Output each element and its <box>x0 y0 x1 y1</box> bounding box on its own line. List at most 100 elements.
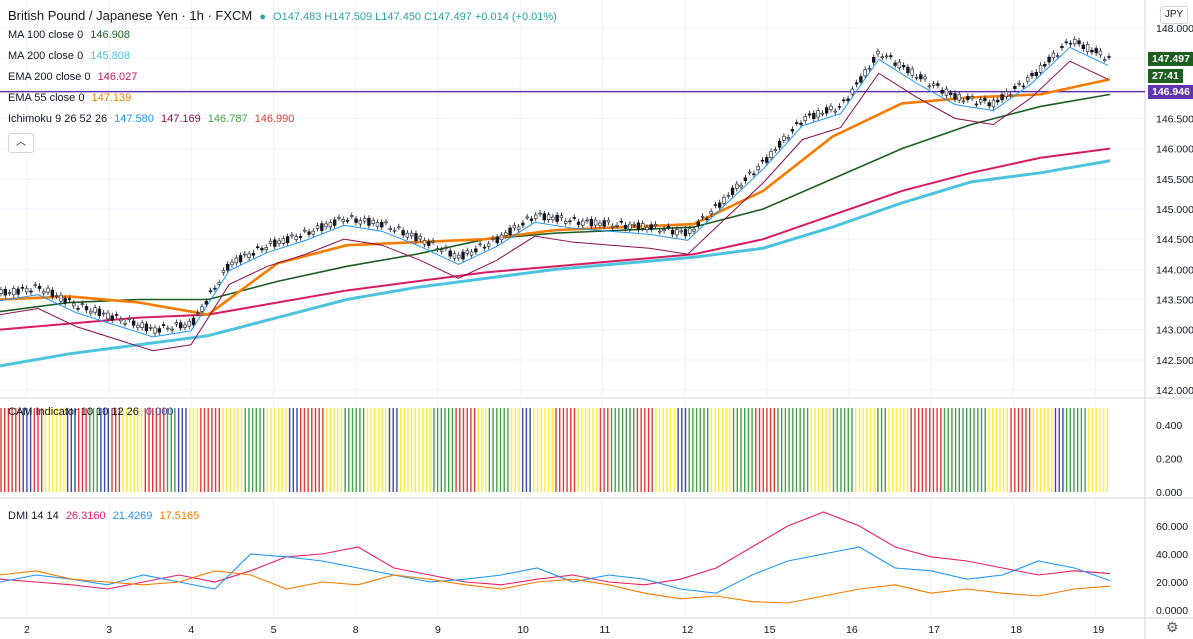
legend-ichimoku[interactable]: Ichimoku 9 26 52 26 147.580 147.169 146.… <box>8 113 298 125</box>
candle-body <box>371 220 375 224</box>
candle-body <box>987 102 991 107</box>
legend-dmi[interactable]: DMI 14 14 26.3160 21.4269 17.5165 <box>8 510 203 522</box>
candle-body <box>683 228 688 237</box>
y-tick-label: 142.500 <box>1156 355 1193 367</box>
candle-body <box>854 82 859 85</box>
y-tick-label: 146.500 <box>1156 114 1193 126</box>
candle-body <box>294 236 298 240</box>
legend-ema55[interactable]: EMA 55 close 0 147.139 <box>8 92 135 104</box>
candle-body <box>486 243 491 247</box>
legend-ichimoku-v1: 147.580 <box>114 113 154 125</box>
candle-body <box>101 312 106 315</box>
candle-body <box>653 223 658 226</box>
candle-body <box>208 290 213 292</box>
candle-body <box>824 107 829 114</box>
candle-body <box>752 173 756 176</box>
legend-ma200-value: 145.808 <box>90 50 131 62</box>
candle-body <box>585 219 589 222</box>
legend-ichimoku-v3: 146.787 <box>207 113 248 125</box>
candle-body <box>1064 41 1068 44</box>
candle-body <box>551 216 555 221</box>
candle-body <box>692 228 696 232</box>
candle-body <box>20 286 25 289</box>
x-tick-label: 10 <box>517 624 529 636</box>
candle-body <box>345 219 350 222</box>
y-tick-label: 0.400 <box>1156 420 1182 432</box>
candle-body <box>576 221 581 225</box>
candle-body <box>508 227 512 235</box>
candle-body <box>54 295 59 297</box>
legend-ma200[interactable]: MA 200 close 0 145.808 <box>8 50 134 62</box>
candle-body <box>251 252 256 256</box>
candle-body <box>474 248 478 253</box>
candle-body <box>1017 82 1021 85</box>
candle-body <box>803 116 807 121</box>
y-tick-label: 20.000 <box>1156 577 1188 589</box>
candle-body <box>80 303 84 305</box>
candle-body <box>670 229 675 235</box>
candle-body <box>260 248 264 251</box>
legend-ichimoku-v2: 147.169 <box>160 113 201 125</box>
candle-body <box>769 151 773 158</box>
legend-ema55-label: EMA 55 close 0 <box>8 92 85 104</box>
candle-body <box>538 212 542 215</box>
candle-body <box>354 218 358 223</box>
candle-body <box>97 308 102 316</box>
legend-cam[interactable]: CAM Indicator 10 10 12 26 0.000 <box>8 406 177 418</box>
candle-body <box>623 224 628 229</box>
y-tick-label: 145.500 <box>1156 174 1193 186</box>
candle-body <box>666 226 671 228</box>
legend-ema200[interactable]: EMA 200 close 0 146.027 <box>8 71 141 83</box>
candle-body <box>465 250 470 254</box>
candle-body <box>705 218 709 221</box>
candle-body <box>499 234 504 241</box>
y-tick-label: 146.000 <box>1156 144 1193 156</box>
candle-body <box>1090 49 1094 53</box>
candle-body <box>957 93 961 101</box>
candle-body <box>491 238 495 240</box>
candle-body <box>589 219 594 227</box>
candle-body <box>996 99 1000 103</box>
candle-body <box>974 103 979 106</box>
candle-body <box>1055 55 1060 57</box>
candle-body <box>1043 63 1047 67</box>
candle-body <box>311 230 315 235</box>
candle-body <box>1030 72 1034 77</box>
x-tick-label: 18 <box>1010 624 1022 636</box>
candle-body <box>362 218 367 222</box>
candle-body <box>268 240 273 244</box>
x-tick-label: 8 <box>353 624 359 636</box>
candle-body <box>328 222 333 228</box>
candle-body <box>380 221 384 228</box>
candle-body <box>89 310 93 314</box>
candle-body <box>281 238 286 244</box>
candle-body <box>795 122 799 124</box>
candle-body <box>807 113 812 116</box>
candle-body <box>534 214 538 219</box>
candle-body <box>636 222 641 230</box>
currency-button[interactable]: JPY <box>1160 6 1188 24</box>
candle-body <box>889 55 893 58</box>
candle-body <box>67 298 72 300</box>
candle-body <box>765 157 769 163</box>
candle-body <box>850 88 855 95</box>
candle-body <box>243 253 247 256</box>
candle-body <box>63 298 67 304</box>
x-tick-label: 5 <box>271 624 277 636</box>
y-tick-label: 142.000 <box>1156 385 1193 397</box>
candle-body <box>555 214 559 222</box>
collapse-legend-button[interactable]: ︿ <box>8 133 34 153</box>
candle-body <box>696 221 701 227</box>
legend-ma100[interactable]: MA 100 close 0 146.908 <box>8 29 134 41</box>
candle-body <box>127 318 132 320</box>
status-dot-icon: ● <box>259 11 266 23</box>
gear-icon[interactable]: ⚙ <box>1166 619 1179 635</box>
candle-body <box>722 197 726 204</box>
candle-body <box>773 149 778 151</box>
candle-body <box>760 159 765 162</box>
x-tick-label: 3 <box>106 624 112 636</box>
y-tick-label: 143.500 <box>1156 295 1193 307</box>
candle-body <box>16 288 20 295</box>
y-tick-label: 148.000 <box>1156 23 1193 35</box>
